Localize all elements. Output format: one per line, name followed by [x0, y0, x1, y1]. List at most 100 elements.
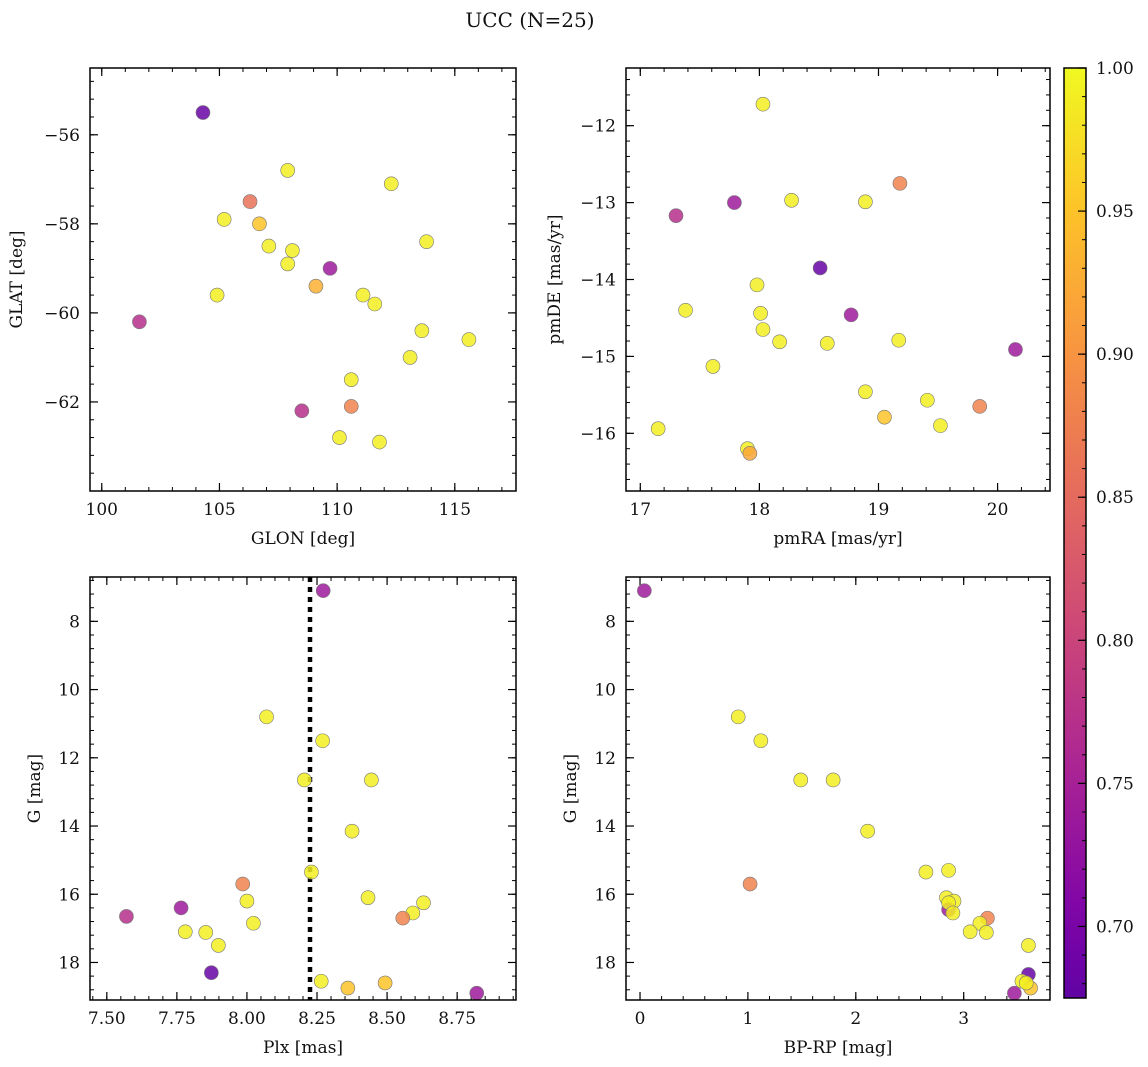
axes-frame: [89, 576, 517, 1001]
data-point: [377, 975, 393, 991]
data-point: [650, 421, 666, 437]
data-point: [285, 243, 300, 258]
data-point: [858, 384, 873, 400]
data-point: [322, 261, 338, 276]
y-axis-title: G [mag]: [561, 754, 581, 823]
data-point: [211, 938, 226, 953]
x-tick-label: 0: [635, 1009, 646, 1029]
data-point: [742, 446, 758, 461]
colorbar-tick-label: 0.90: [1096, 345, 1134, 365]
y-tick-label: 10: [58, 681, 80, 701]
data-point: [979, 925, 994, 940]
x-tick-label: 2: [850, 1009, 861, 1029]
data-point: [395, 910, 411, 926]
data-point: [1008, 342, 1023, 357]
y-tick-label: −15: [580, 347, 616, 367]
data-point: [414, 323, 430, 339]
colorbar-tick-label: 0.80: [1096, 631, 1134, 651]
data-point: [933, 418, 948, 433]
data-point: [637, 583, 652, 598]
data-point: [678, 302, 693, 318]
data-point: [1007, 985, 1022, 1001]
x-tick-label: 17: [629, 500, 651, 520]
data-point: [705, 359, 721, 374]
axes-frame: [625, 67, 1051, 492]
data-point: [742, 876, 758, 892]
y-tick-label: 10: [594, 681, 616, 701]
data-point: [825, 772, 841, 788]
data-point: [313, 973, 329, 989]
data-point: [918, 864, 934, 880]
data-point: [332, 430, 347, 445]
data-point: [367, 296, 383, 312]
axes-frame: [625, 576, 1051, 1001]
data-point: [753, 306, 768, 321]
y-tick-label: −62: [44, 393, 80, 413]
data-point: [198, 925, 214, 940]
y-tick-label: −60: [44, 304, 80, 324]
data-point: [819, 336, 835, 351]
panel-plx-g: 7.50 7.75 8.00 8.25 8.50 8.75 8 10 12 14 16 18 Plx […: [25, 576, 517, 1058]
data-point: [920, 392, 935, 408]
data-point: [372, 434, 387, 450]
y-axis-title: GLAT [deg]: [7, 230, 27, 328]
y-axis-title: G [mag]: [25, 754, 45, 823]
data-point: [119, 909, 134, 924]
data-point: [727, 195, 742, 210]
y-tick-label: 8: [605, 612, 616, 632]
y-tick-label: −14: [580, 271, 616, 291]
data-point: [304, 864, 319, 880]
data-point: [294, 403, 310, 419]
data-point: [340, 980, 356, 996]
data-point: [1018, 975, 1034, 991]
y-tick-label: 14: [58, 817, 80, 837]
data-point: [280, 163, 296, 178]
data-point: [730, 709, 746, 725]
minor-ticks: [90, 577, 516, 1000]
data-point: [1021, 938, 1036, 953]
data-point: [280, 256, 296, 272]
data-point: [360, 890, 376, 905]
y-axis-title: pmDE [mas/yr]: [545, 214, 565, 344]
x-axis-title: Plx [mas]: [263, 1038, 343, 1058]
data-point: [793, 772, 809, 788]
points: [637, 583, 1038, 1001]
data-point: [941, 863, 956, 878]
data-point: [419, 234, 434, 249]
data-point: [877, 409, 892, 425]
y-tick-label: −13: [580, 194, 616, 214]
data-point: [945, 905, 961, 921]
data-point: [749, 277, 765, 293]
x-tick-label: 115: [439, 500, 471, 520]
x-tick-label: 8.25: [298, 1009, 336, 1029]
x-axis-title: GLON [deg]: [251, 529, 355, 549]
data-point: [962, 924, 978, 940]
data-point: [132, 314, 147, 330]
y-tick-label: 12: [58, 749, 80, 769]
x-tick-label: 1: [742, 1009, 753, 1029]
panel-glon-glat: 100 105 110 115 −56 −58 −60 −62 GLON [deg] GLAT […: [7, 67, 517, 549]
colorbar-tick-label: 0.75: [1096, 774, 1134, 794]
data-point: [216, 212, 232, 227]
data-point: [308, 278, 324, 294]
data-point: [252, 216, 267, 232]
colorbar: 0.70 0.75 0.80 0.85 0.90 0.95 1.00: [1063, 59, 1134, 999]
minor-ticks: [626, 68, 1050, 491]
y-tick-label: −12: [580, 117, 616, 137]
x-tick-label: 8.50: [368, 1009, 406, 1029]
x-tick-label: 3: [958, 1009, 969, 1029]
points: [132, 105, 477, 450]
points: [119, 583, 485, 1001]
data-point: [209, 287, 225, 303]
x-tick-label: 100: [86, 500, 118, 520]
y-tick-label: 16: [594, 885, 616, 905]
x-tick-label: 7.50: [88, 1009, 126, 1029]
data-point: [261, 238, 277, 254]
colorbar-gradient: [1063, 67, 1087, 999]
colorbar-tick-label: 1.00: [1096, 59, 1134, 79]
data-point: [204, 965, 219, 981]
colorbar-tick-label: 0.70: [1096, 917, 1134, 937]
data-point: [195, 105, 211, 120]
